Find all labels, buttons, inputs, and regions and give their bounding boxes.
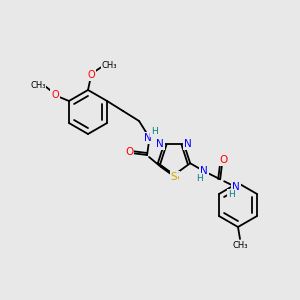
Text: H: H <box>228 190 235 199</box>
Text: H: H <box>151 128 158 136</box>
Text: CH₃: CH₃ <box>101 61 117 70</box>
Text: N: N <box>200 166 208 176</box>
Text: N: N <box>232 182 240 192</box>
Text: N: N <box>156 139 164 149</box>
Text: O: O <box>51 90 59 100</box>
Text: O: O <box>87 70 95 80</box>
Text: CH₃: CH₃ <box>30 80 46 89</box>
Text: O: O <box>125 147 133 157</box>
Text: CH₃: CH₃ <box>232 241 248 250</box>
Text: S: S <box>171 172 177 182</box>
Text: S: S <box>173 172 179 182</box>
Text: O: O <box>219 155 227 165</box>
Text: H: H <box>196 174 202 183</box>
Text: N: N <box>144 133 152 143</box>
Text: N: N <box>184 139 192 149</box>
